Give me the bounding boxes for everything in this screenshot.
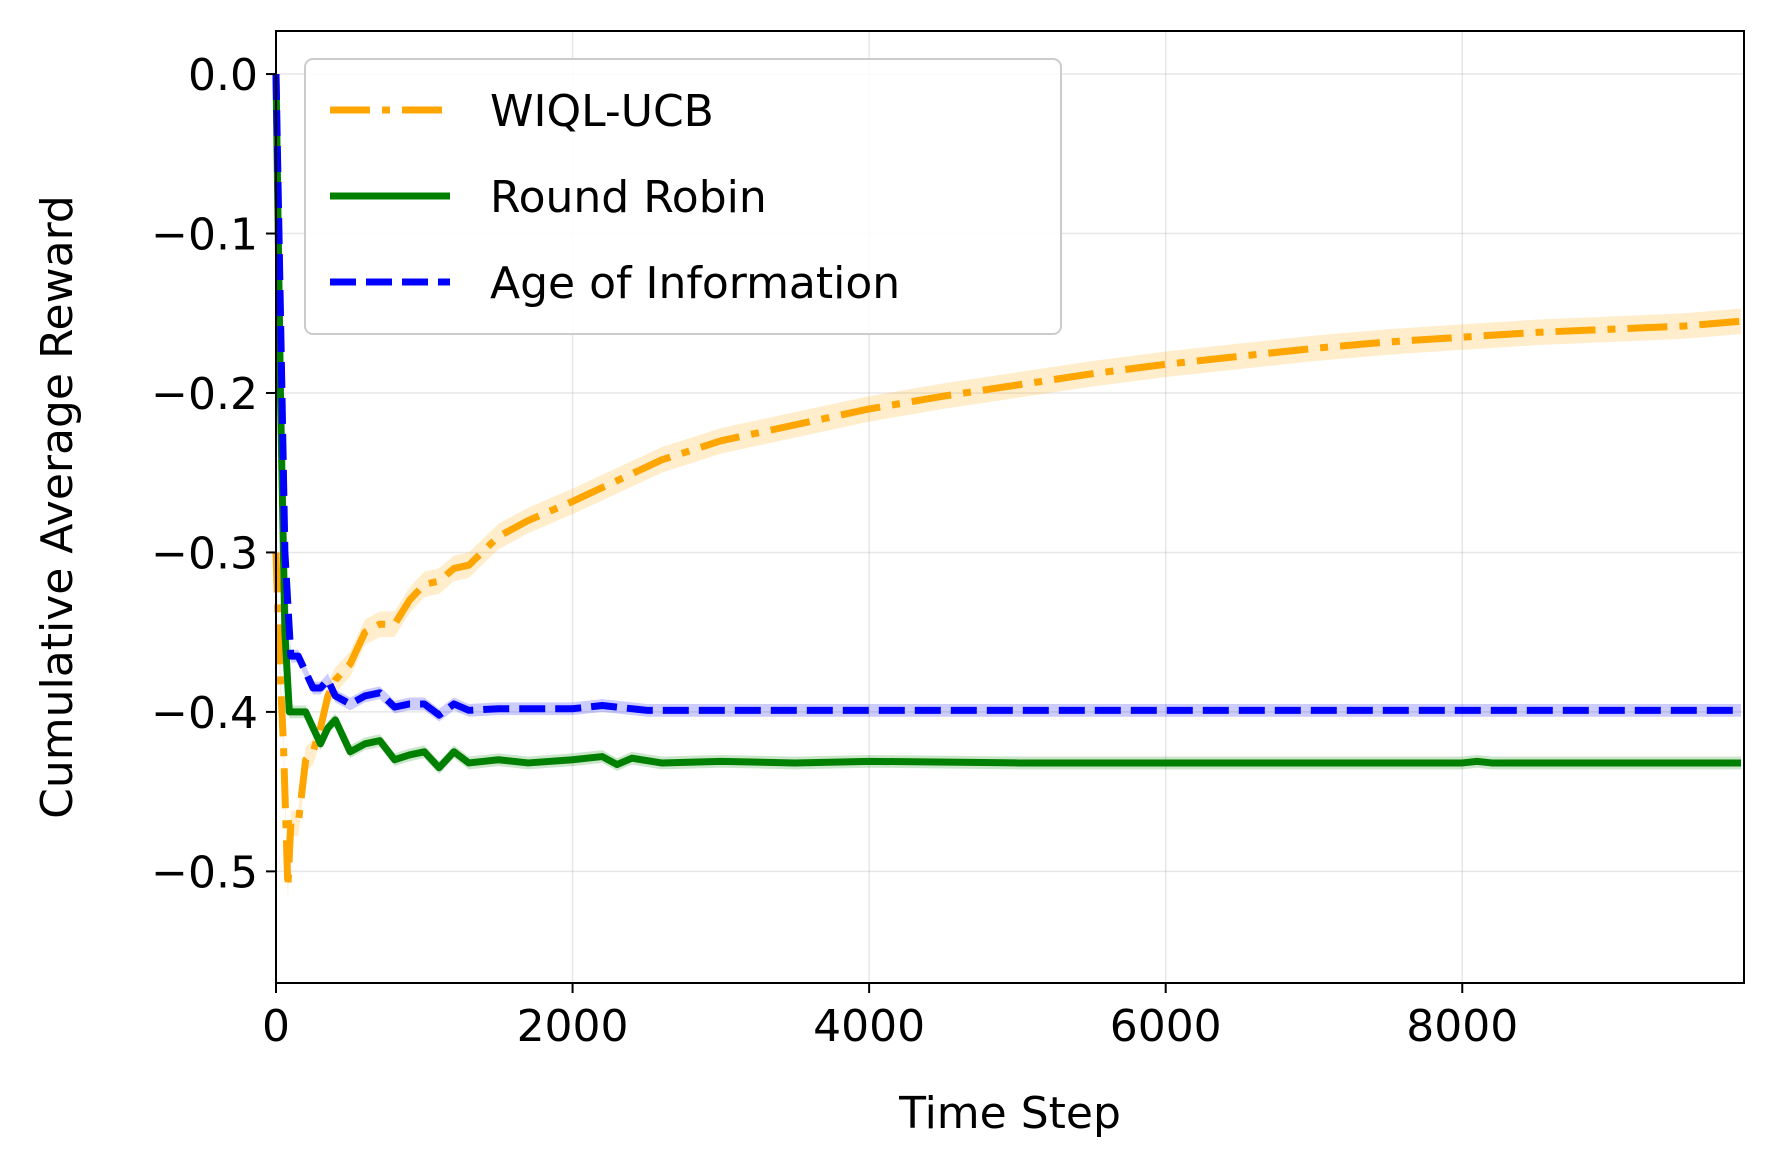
legend-label-wiql-ucb: WIQL-UCB bbox=[490, 86, 714, 137]
legend: WIQL-UCB Round Robin Age of Information bbox=[304, 58, 1062, 335]
x-axis: 0 2000 4000 6000 8000 bbox=[262, 983, 1518, 1052]
series-lines bbox=[272, 73, 1742, 891]
band-wiql-ucb bbox=[276, 308, 1742, 901]
series-line-age-of-information bbox=[272, 73, 1742, 719]
y-tick-label: −0.3 bbox=[151, 528, 258, 579]
y-axis: 0.0 −0.1 −0.2 −0.3 −0.4 −0.5 bbox=[151, 50, 276, 898]
y-tick-label: −0.2 bbox=[151, 369, 258, 420]
series-line-round-robin bbox=[272, 74, 1742, 772]
legend-box bbox=[304, 58, 1062, 335]
x-tick-label: 2000 bbox=[517, 1001, 629, 1052]
legend-label-round-robin: Round Robin bbox=[490, 172, 767, 223]
y-tick-label: −0.1 bbox=[151, 210, 258, 261]
y-tick-label: −0.5 bbox=[151, 847, 258, 898]
x-tick-label: 6000 bbox=[1110, 1001, 1222, 1052]
legend-label-age-of-information: Age of Information bbox=[490, 258, 900, 309]
x-axis-title: Time Step bbox=[898, 1088, 1121, 1139]
y-axis-title: Cumulative Average Reward bbox=[32, 195, 83, 819]
series-line-wiql-ucb bbox=[272, 317, 1742, 891]
x-tick-label: 8000 bbox=[1406, 1001, 1518, 1052]
plot-frame bbox=[275, 30, 1745, 984]
y-tick-label: −0.4 bbox=[151, 688, 258, 739]
confidence-bands bbox=[276, 67, 1742, 901]
x-tick-label: 0 bbox=[262, 1001, 290, 1052]
x-tick-label: 4000 bbox=[813, 1001, 925, 1052]
y-tick-label: 0.0 bbox=[188, 50, 258, 101]
